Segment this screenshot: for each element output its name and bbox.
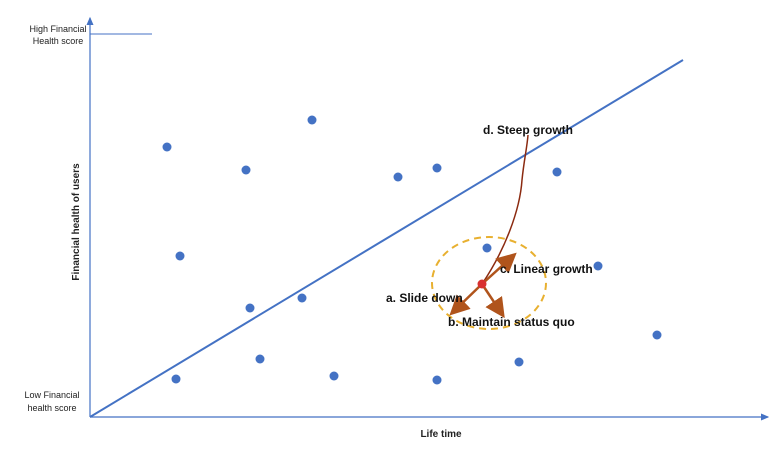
annotation: d. Steep growth	[483, 123, 573, 137]
point	[482, 243, 492, 253]
point	[297, 293, 307, 303]
point	[245, 303, 255, 313]
current-user	[477, 279, 487, 289]
annotation: b. Maintain status quo	[448, 315, 575, 329]
point	[171, 374, 181, 384]
arrow-linear-growth	[481, 252, 517, 285]
high-label-1: High Financial	[29, 24, 86, 34]
annotation: c. Linear growth	[500, 262, 593, 276]
point	[514, 357, 524, 367]
high-label-2: Health score	[33, 36, 84, 46]
x-axis-label: Life time	[420, 429, 462, 440]
low-label-1: Low Financial	[24, 390, 79, 400]
point	[307, 115, 317, 125]
point	[175, 251, 185, 261]
trend-line	[89, 59, 684, 418]
arrow-slide-down	[449, 283, 483, 316]
point	[255, 354, 265, 364]
point	[552, 167, 562, 177]
point	[241, 165, 251, 175]
point	[329, 371, 339, 381]
arrow-status-quo	[480, 283, 505, 319]
point	[432, 163, 442, 173]
point	[652, 330, 662, 340]
points	[162, 115, 662, 385]
point	[162, 142, 172, 152]
point	[593, 261, 603, 271]
focus-circle	[431, 236, 547, 330]
annotation: a. Slide down	[386, 291, 463, 305]
point	[393, 172, 403, 182]
axes	[86, 16, 770, 421]
y-axis-label: Financial health of users	[71, 163, 82, 281]
point	[432, 375, 442, 385]
low-label-2: health score	[27, 403, 76, 413]
